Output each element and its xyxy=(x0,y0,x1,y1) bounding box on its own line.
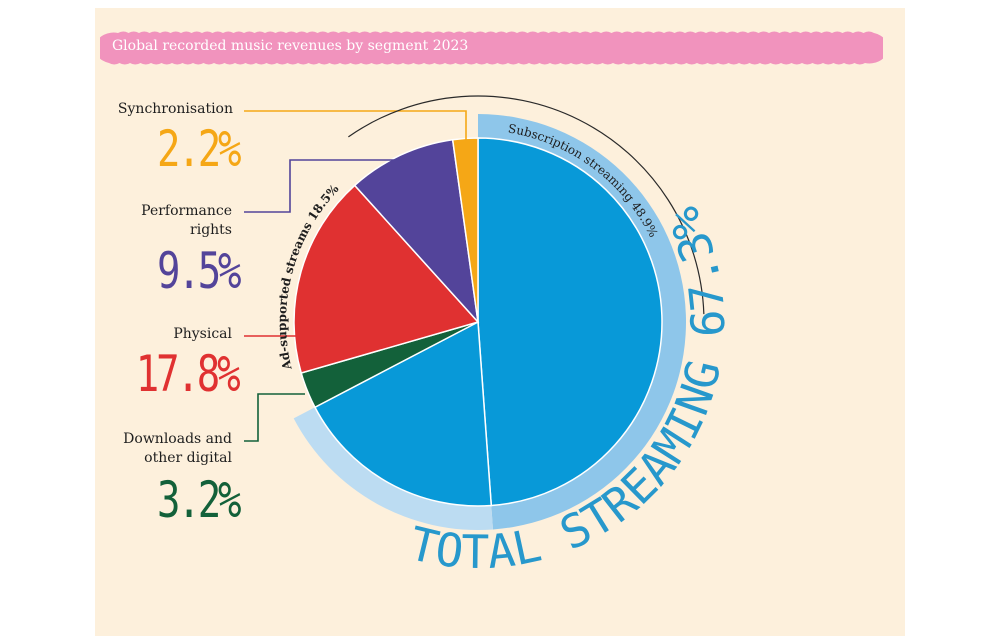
performance-rights-label: Performance rights xyxy=(141,202,232,240)
downloads-value: 3.2% xyxy=(156,471,242,529)
performance-rights-label-line2: rights xyxy=(190,222,232,238)
subscription-streaming-ring xyxy=(478,114,687,530)
slice-subscription-streaming xyxy=(477,137,663,507)
downloads-label-line2: other digital xyxy=(144,450,232,466)
downloads-label-line1: Downloads and xyxy=(123,431,232,447)
downloads-leader-line xyxy=(244,393,305,442)
physical-label: Physical xyxy=(173,326,232,342)
performance-rights-leader-line xyxy=(244,159,402,213)
synchronisation-leader-line xyxy=(244,110,467,140)
performance-rights-value: 9.5% xyxy=(156,242,242,300)
synchronisation-value: 2.2% xyxy=(156,120,242,178)
slice-performance-rights xyxy=(353,138,480,325)
performance-rights-label-line1: Performance xyxy=(141,203,232,219)
total-streaming-bracket xyxy=(348,95,705,315)
title-banner-shape xyxy=(100,31,883,65)
chart-title: Global recorded music revenues by segmen… xyxy=(112,38,469,54)
physical-value: 17.8% xyxy=(136,345,241,403)
ad-supported-streams-ring xyxy=(293,407,494,530)
slice-ad-supported-streams xyxy=(313,320,493,507)
synchronisation-label: Synchronisation xyxy=(117,101,233,117)
slice-physical xyxy=(293,184,480,374)
title-banner xyxy=(100,31,883,65)
downloads-label: Downloads and other digital xyxy=(123,430,232,468)
